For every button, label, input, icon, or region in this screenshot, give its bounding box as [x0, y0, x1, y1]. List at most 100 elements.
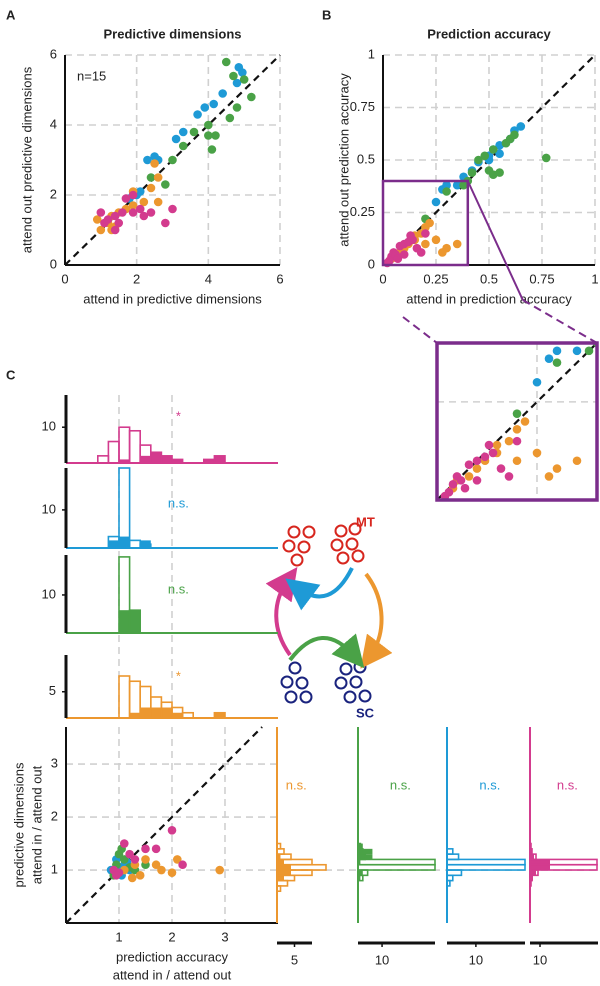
outline-bar: [118, 467, 131, 549]
point: [173, 855, 182, 864]
point: [393, 254, 403, 263]
point: [421, 229, 430, 238]
point: [572, 456, 582, 466]
filled-bar: [530, 870, 536, 876]
point: [211, 131, 220, 140]
filled-bar: [358, 875, 361, 881]
point: [218, 89, 227, 98]
point: [153, 197, 163, 207]
point: [452, 239, 462, 249]
point: [488, 145, 498, 154]
point: [421, 239, 430, 249]
x-tick-label: 2: [168, 929, 175, 944]
x-tick-label: 5: [291, 952, 298, 967]
x-tick-label: 3: [221, 929, 228, 944]
identity-line: [65, 726, 263, 924]
point: [157, 865, 166, 875]
point: [150, 152, 159, 161]
y-tick-label: 0.75: [350, 99, 375, 114]
point: [153, 173, 163, 182]
point: [112, 871, 121, 880]
filled-bar: [277, 854, 281, 860]
point: [504, 472, 514, 481]
x-tick-label: 4: [205, 271, 212, 286]
diagram-label: SC: [356, 705, 375, 720]
significance-label: n.s.: [168, 582, 189, 597]
filled-bar: [530, 864, 550, 871]
point: [193, 110, 202, 119]
point: [512, 456, 522, 466]
point: [168, 155, 177, 165]
outline-bar: [128, 429, 142, 464]
point: [141, 855, 150, 864]
circuit-diagram: [265, 522, 393, 704]
point: [532, 448, 542, 458]
filled-bar: [277, 859, 284, 865]
significance-label: *: [176, 668, 181, 683]
filled-bar: [530, 859, 550, 865]
point: [464, 472, 474, 481]
x-tick-label: 0: [379, 271, 386, 286]
point: [464, 460, 474, 469]
point: [151, 844, 161, 854]
zoom-region: [381, 179, 470, 267]
x-axis-label: prediction accuracy: [116, 949, 228, 964]
outline-bar: [118, 426, 131, 464]
point: [431, 197, 441, 207]
significance-label: n.s.: [390, 777, 411, 792]
x-tick-label: 10: [469, 952, 483, 967]
significance-label: n.s.: [286, 777, 307, 792]
x-tick-label: 0: [61, 271, 68, 286]
filled-bar: [172, 712, 183, 718]
point: [247, 92, 256, 102]
point: [209, 99, 219, 109]
filled-bar: [277, 870, 291, 876]
point: [488, 448, 498, 458]
point: [128, 201, 138, 210]
point: [406, 231, 415, 240]
point: [151, 860, 161, 870]
point: [92, 215, 102, 224]
y-tick-label: 6: [50, 46, 57, 61]
point: [167, 868, 177, 877]
point: [585, 331, 594, 340]
annotation: n=15: [77, 68, 106, 83]
significance-label: n.s.: [479, 777, 500, 792]
panel-label: C: [6, 367, 16, 382]
filled-bar: [172, 459, 183, 463]
chart-title: Prediction accuracy: [427, 26, 551, 41]
point: [139, 211, 149, 221]
point: [161, 180, 170, 189]
point: [167, 825, 177, 835]
y-axis-label: predictive dimensions: [11, 762, 26, 888]
panel-label: A: [6, 7, 16, 22]
y-tick-label: 0: [50, 256, 57, 271]
point: [492, 440, 502, 450]
point: [168, 204, 177, 214]
y-tick-label: 2: [50, 186, 57, 201]
point: [146, 208, 156, 217]
filled-bar: [214, 712, 225, 718]
point: [495, 149, 504, 158]
point: [510, 130, 519, 140]
y-tick-label: 1: [51, 861, 58, 876]
y-tick-label: 0: [368, 256, 375, 271]
y-tick-label: 3: [51, 756, 58, 771]
panel-label: B: [322, 7, 331, 22]
x-tick-label: 0.25: [423, 271, 448, 286]
filled-bar: [108, 540, 119, 548]
y-tick-label: 0.5: [357, 151, 375, 166]
point: [467, 168, 477, 177]
point: [161, 218, 170, 228]
point: [495, 168, 504, 177]
filled-bar: [140, 455, 151, 463]
outline-bar: [128, 539, 142, 549]
point: [189, 127, 199, 137]
point: [552, 358, 562, 367]
point: [128, 190, 138, 200]
point: [127, 873, 137, 883]
filled-bar: [150, 707, 162, 718]
point: [110, 225, 120, 235]
point: [110, 211, 120, 221]
point: [460, 483, 470, 493]
